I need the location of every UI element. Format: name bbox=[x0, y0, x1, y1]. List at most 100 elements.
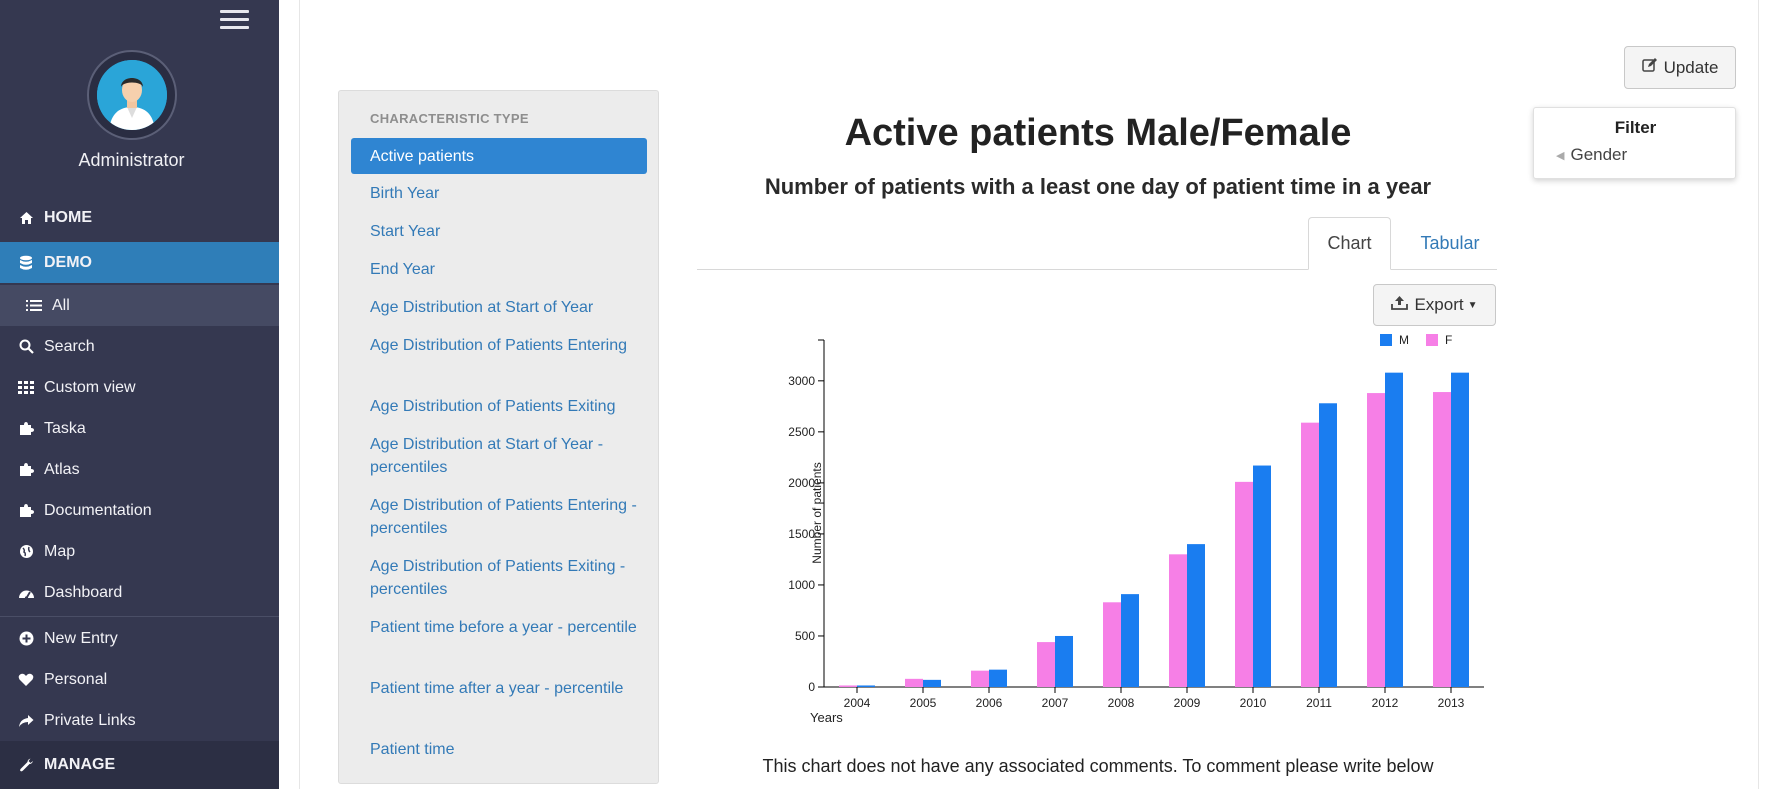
globe-icon bbox=[16, 543, 36, 561]
char-item-patient-time-after[interactable]: Patient time after a year - percentile bbox=[370, 680, 624, 697]
nav-manage[interactable]: MANAGE bbox=[0, 741, 279, 789]
char-item-patient-time-before[interactable]: Patient time before a year - percentile bbox=[370, 619, 637, 636]
avatar[interactable] bbox=[87, 50, 177, 140]
bar-m-2006[interactable] bbox=[989, 669, 1007, 687]
nav-demo-label: DEMO bbox=[44, 253, 92, 271]
char-item-active-patients[interactable]: Active patients bbox=[351, 138, 647, 174]
bar-m-2008[interactable] bbox=[1121, 594, 1139, 687]
nav-dashboard-label: Dashboard bbox=[44, 583, 123, 601]
char-item-birth-year[interactable]: Birth Year bbox=[370, 185, 440, 202]
nav-private-links-label: Private Links bbox=[44, 711, 136, 729]
user-name: Administrator bbox=[78, 150, 185, 170]
search-icon bbox=[16, 338, 36, 356]
caret-left-icon: ◀ bbox=[1556, 149, 1565, 162]
nav-home-label: HOME bbox=[44, 208, 92, 226]
char-item-age-distribution-exiting-percentiles[interactable]: Age Distribution of Patients Exiting - p… bbox=[370, 558, 626, 598]
char-item-end-year[interactable]: End Year bbox=[370, 261, 435, 278]
nav-taska-label: Taska bbox=[44, 419, 86, 437]
y-tick-label: 1000 bbox=[788, 578, 815, 592]
bar-f-2006[interactable] bbox=[971, 670, 989, 687]
legend-swatch-m bbox=[1380, 334, 1392, 346]
char-item-age-distribution-entering[interactable]: Age Distribution of Patients Entering bbox=[370, 337, 628, 354]
bar-f-2009[interactable] bbox=[1169, 554, 1187, 687]
tab-tabular[interactable]: Tabular bbox=[1420, 233, 1480, 253]
nav-map[interactable]: Map bbox=[0, 531, 279, 572]
update-button[interactable]: Update bbox=[1624, 46, 1736, 89]
bar-m-2013[interactable] bbox=[1451, 372, 1469, 687]
hamburger-menu-icon[interactable] bbox=[220, 10, 249, 30]
export-button-label: Export bbox=[1414, 295, 1464, 314]
nav-dashboard[interactable]: Dashboard bbox=[0, 572, 279, 613]
upload-icon bbox=[1391, 295, 1414, 315]
x-tick-label: 2009 bbox=[1174, 696, 1201, 710]
char-item-age-distribution-start-percentiles[interactable]: Age Distribution at Start of Year - perc… bbox=[370, 436, 604, 476]
y-tick-label: 0 bbox=[808, 680, 815, 694]
bar-m-2012[interactable] bbox=[1385, 372, 1403, 687]
char-item-patient-time[interactable]: Patient time bbox=[370, 741, 455, 758]
bar-f-2010[interactable] bbox=[1235, 481, 1253, 687]
page-title: Active patients Male/Female bbox=[844, 112, 1352, 154]
nav-documentation[interactable]: Documentation bbox=[0, 490, 279, 531]
nav-new-entry-label: New Entry bbox=[44, 629, 118, 647]
grid-icon bbox=[16, 379, 36, 397]
database-icon bbox=[16, 254, 36, 272]
bar-f-2011[interactable] bbox=[1301, 422, 1319, 687]
bar-f-2008[interactable] bbox=[1103, 602, 1121, 687]
bar-f-2005[interactable] bbox=[905, 678, 923, 687]
bar-f-2012[interactable] bbox=[1367, 393, 1385, 687]
y-axis-label: Number of patients bbox=[810, 462, 824, 563]
char-item-age-distribution-exiting[interactable]: Age Distribution of Patients Exiting bbox=[370, 398, 616, 415]
panel-heading: CHARACTERISTIC TYPE bbox=[370, 111, 529, 126]
heart-icon bbox=[16, 671, 36, 689]
nav-demo[interactable]: DEMO bbox=[0, 242, 279, 283]
nav-private-links[interactable]: Private Links bbox=[0, 700, 279, 741]
bar-f-2004[interactable] bbox=[839, 685, 857, 687]
char-item-age-distribution-entering-percentiles[interactable]: Age Distribution of Patients Entering - … bbox=[370, 497, 637, 537]
filter-gender[interactable]: ◀ Gender bbox=[1556, 145, 1627, 165]
nav-manage-label: MANAGE bbox=[44, 756, 116, 773]
y-tick-label: 2500 bbox=[788, 425, 815, 439]
char-item-start-year[interactable]: Start Year bbox=[370, 223, 441, 240]
home-icon bbox=[16, 209, 36, 227]
bar-m-2010[interactable] bbox=[1253, 465, 1271, 687]
bar-m-2005[interactable] bbox=[923, 679, 941, 687]
tab-chart[interactable]: Chart bbox=[1308, 217, 1391, 270]
export-button[interactable]: Export ▼ bbox=[1373, 284, 1496, 326]
bar-f-2013[interactable] bbox=[1433, 392, 1451, 687]
nav-taska[interactable]: Taska bbox=[0, 408, 279, 449]
puzzle-icon bbox=[16, 502, 36, 520]
y-tick-label: 1500 bbox=[788, 527, 815, 541]
nav-personal[interactable]: Personal bbox=[0, 659, 279, 700]
bar-m-2004[interactable] bbox=[857, 685, 875, 687]
x-tick-label: 2010 bbox=[1240, 696, 1267, 710]
nav-search-label: Search bbox=[44, 337, 95, 355]
nav-custom-view-label: Custom view bbox=[44, 378, 136, 396]
nav-atlas[interactable]: Atlas bbox=[0, 449, 279, 490]
dashboard-icon bbox=[16, 584, 36, 602]
plus-circle-icon bbox=[16, 630, 36, 648]
list-icon bbox=[24, 297, 44, 315]
bar-m-2007[interactable] bbox=[1055, 635, 1073, 687]
legend-label-m: M bbox=[1399, 333, 1409, 347]
characteristic-type-panel: CHARACTERISTIC TYPE Active patients Birt… bbox=[338, 90, 659, 784]
bar-f-2007[interactable] bbox=[1037, 642, 1055, 687]
bar-m-2009[interactable] bbox=[1187, 544, 1205, 687]
y-tick-label: 2000 bbox=[788, 476, 815, 490]
nav-documentation-label: Documentation bbox=[44, 501, 152, 519]
nav-custom-view[interactable]: Custom view bbox=[0, 367, 279, 408]
nav-search[interactable]: Search bbox=[0, 326, 279, 367]
x-tick-label: 2008 bbox=[1108, 696, 1135, 710]
x-tick-label: 2013 bbox=[1438, 696, 1465, 710]
puzzle-icon bbox=[16, 420, 36, 438]
nav-home[interactable]: HOME bbox=[0, 197, 279, 238]
update-button-label: Update bbox=[1663, 57, 1719, 77]
nav-all[interactable]: All bbox=[0, 285, 279, 326]
bar-m-2011[interactable] bbox=[1319, 403, 1337, 687]
page-subtitle: Number of patients with a least one day … bbox=[764, 174, 1432, 199]
filter-gender-label: Gender bbox=[1570, 145, 1628, 164]
x-tick-label: 2007 bbox=[1042, 696, 1069, 710]
char-item-age-distribution-start[interactable]: Age Distribution at Start of Year bbox=[370, 299, 594, 316]
nav-atlas-label: Atlas bbox=[44, 460, 80, 478]
nav-new-entry[interactable]: New Entry bbox=[0, 618, 279, 659]
